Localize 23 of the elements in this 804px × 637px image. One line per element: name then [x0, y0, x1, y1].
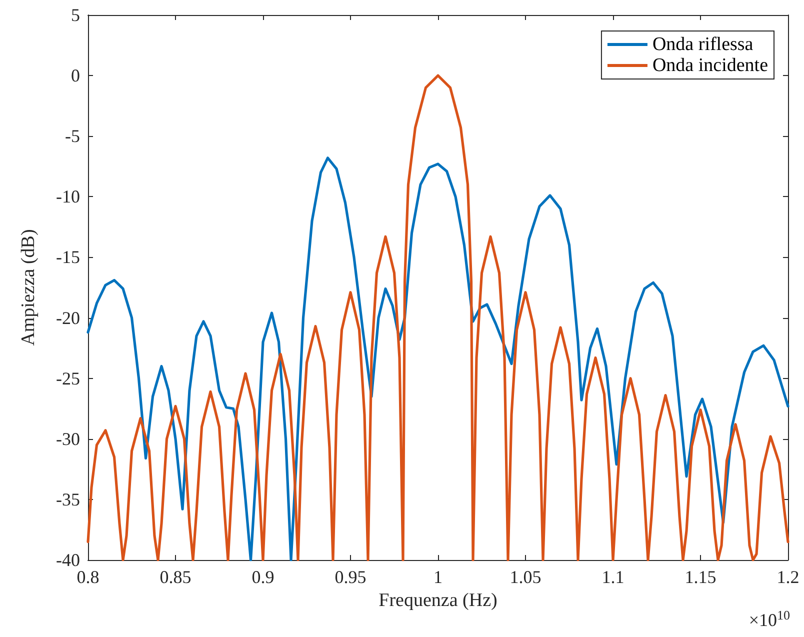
y-axis-title: Ampiezza (dB)	[18, 229, 39, 346]
x-tick-label: 1.2	[776, 567, 800, 587]
y-tick-label: 0	[71, 66, 80, 86]
x-tick-label: 1.15	[684, 567, 716, 587]
y-tick-label: -20	[56, 308, 80, 328]
y-tick-label: 5	[71, 5, 80, 25]
x-tick-label: 0.9	[252, 567, 274, 587]
x-tick-label: 1.05	[510, 567, 542, 587]
x-tick-label: 1.1	[602, 567, 624, 587]
legend-label: Onda incidente	[652, 55, 768, 76]
y-tick-label: -10	[56, 186, 80, 207]
y-tick-label: -5	[65, 126, 80, 146]
y-tick-label: -40	[56, 550, 80, 570]
x-tick-label: 0.8	[76, 567, 100, 587]
x-axis-title: Frequenza (Hz)	[378, 590, 498, 611]
x-tick-label: 1	[434, 567, 442, 587]
y-tick-label: -30	[56, 428, 80, 449]
x-tick-label: 0.85	[160, 567, 192, 587]
y-tick-label: -15	[56, 247, 80, 268]
y-tick-label: -25	[56, 368, 80, 388]
y-tick-label: -35	[56, 489, 80, 510]
x-tick-label: 0.95	[334, 567, 366, 587]
legend-label: Onda riflessa	[652, 34, 754, 55]
